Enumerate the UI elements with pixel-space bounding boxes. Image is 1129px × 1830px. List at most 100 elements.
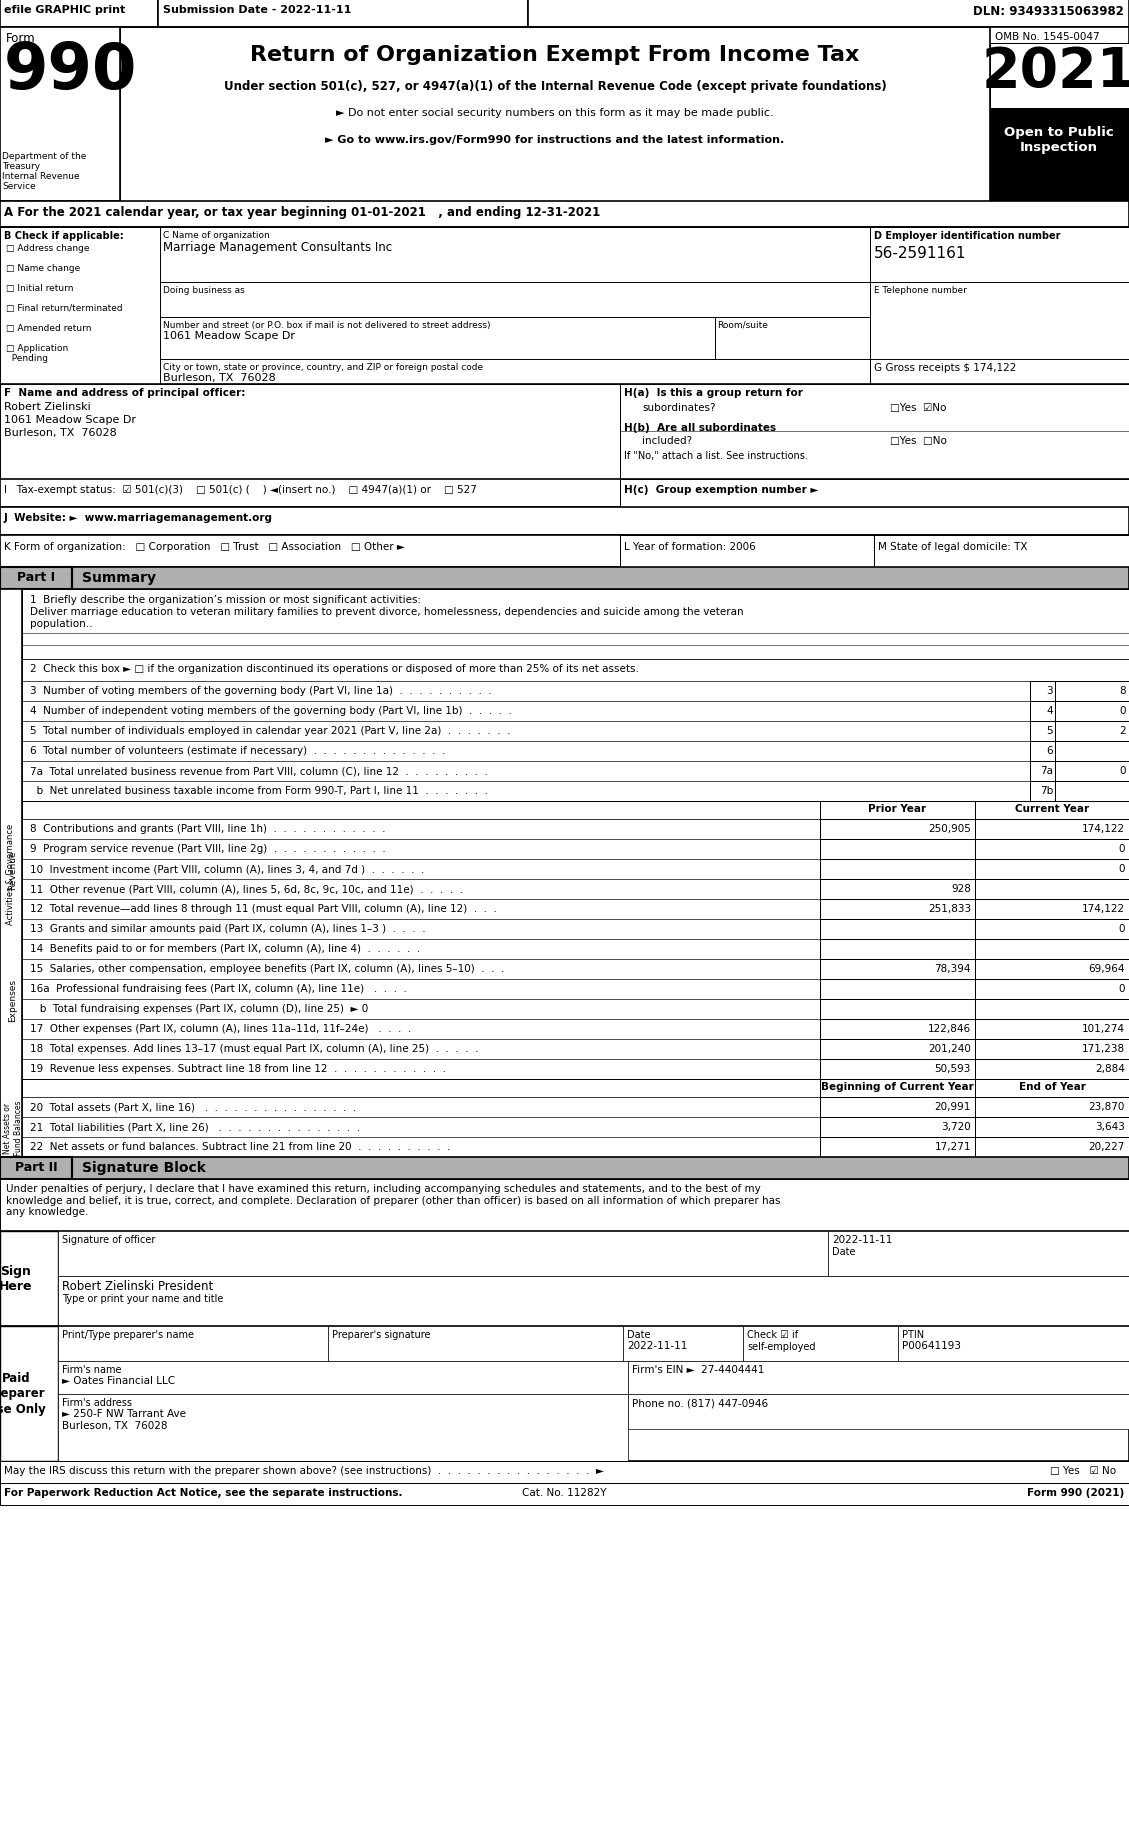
Bar (0, 1179, 1129, 1232)
Text: subordinates?: subordinates? (642, 403, 716, 414)
Text: P00641193: P00641193 (902, 1340, 961, 1351)
Bar (0, 201, 1129, 229)
Bar (975, 820, 1129, 840)
Text: efile GRAPHIC print: efile GRAPHIC print (5, 5, 125, 15)
Bar (0, 27, 120, 201)
Bar (820, 939, 975, 959)
Text: F  Name and address of principal officer:: F Name and address of principal officer: (5, 388, 245, 397)
Text: 6  Total number of volunteers (estimate if necessary)  .  .  .  .  .  .  .  .  .: 6 Total number of volunteers (estimate i… (30, 745, 445, 756)
Text: 251,833: 251,833 (928, 904, 971, 913)
Bar (975, 880, 1129, 900)
Bar (0, 0, 158, 27)
Bar (975, 1039, 1129, 1060)
Bar (820, 820, 975, 840)
Text: Firm's address: Firm's address (62, 1398, 132, 1407)
Text: K Form of organization:   □ Corporation   □ Trust   □ Association   □ Other ►: K Form of organization: □ Corporation □ … (5, 542, 405, 551)
Bar (0, 589, 1129, 659)
Text: Number and street (or P.O. box if mail is not delivered to street address): Number and street (or P.O. box if mail i… (163, 320, 490, 329)
Bar (21, 802, 1129, 820)
Bar (58, 1232, 1129, 1276)
Text: 2021: 2021 (982, 46, 1129, 99)
Bar (743, 1327, 898, 1362)
Bar (1030, 761, 1054, 781)
Text: 1061 Meadow Scape Dr: 1061 Meadow Scape Dr (163, 331, 295, 340)
Text: 6: 6 (1047, 745, 1053, 756)
Text: Marriage Management Consultants Inc: Marriage Management Consultants Inc (163, 242, 392, 254)
Bar (160, 229, 1129, 384)
Text: 69,964: 69,964 (1088, 963, 1124, 974)
Text: M State of legal domicile: TX: M State of legal domicile: TX (878, 542, 1027, 551)
Text: 20,991: 20,991 (935, 1102, 971, 1111)
Text: 9  Program service revenue (Part VIII, line 2g)  .  .  .  .  .  .  .  .  .  .  .: 9 Program service revenue (Part VIII, li… (30, 844, 386, 853)
Bar (329, 1327, 623, 1362)
Bar (975, 979, 1129, 999)
Text: □Yes  □No: □Yes □No (890, 436, 947, 447)
Bar (620, 384, 1129, 479)
Bar (820, 900, 975, 919)
Bar (975, 1080, 1129, 1098)
Bar (990, 110, 1129, 201)
Text: B Check if applicable:: B Check if applicable: (5, 231, 124, 242)
Bar (820, 860, 975, 880)
Text: H(c)  Group exemption number ►: H(c) Group exemption number ► (624, 485, 819, 494)
Bar (1054, 681, 1129, 701)
Bar (21, 979, 820, 999)
Text: OMB No. 1545-0047: OMB No. 1545-0047 (995, 31, 1100, 42)
Text: 13  Grants and similar amounts paid (Part IX, column (A), lines 1–3 )  .  .  .  : 13 Grants and similar amounts paid (Part… (30, 924, 426, 933)
Bar (820, 959, 975, 979)
Bar (0, 589, 21, 889)
Text: 0: 0 (1120, 706, 1126, 716)
Bar (623, 1327, 743, 1362)
Text: D Employer identification number: D Employer identification number (874, 231, 1060, 242)
Text: Beginning of Current Year: Beginning of Current Year (821, 1082, 973, 1091)
Bar (58, 1362, 628, 1394)
Bar (0, 1232, 1129, 1327)
Text: Firm's name: Firm's name (62, 1363, 122, 1374)
Bar (1030, 721, 1054, 741)
Text: Burleson, TX  76028: Burleson, TX 76028 (163, 373, 275, 382)
Text: □ Initial return: □ Initial return (6, 284, 73, 293)
Text: ► Do not enter social security numbers on this form as it may be made public.: ► Do not enter social security numbers o… (336, 108, 773, 117)
Bar (58, 1327, 329, 1362)
Text: Department of the: Department of the (2, 152, 87, 161)
Bar (21, 1118, 820, 1138)
Bar (975, 939, 1129, 959)
Text: b  Total fundraising expenses (Part IX, column (D), line 25)  ► 0: b Total fundraising expenses (Part IX, c… (30, 1003, 368, 1014)
Text: Treasury: Treasury (2, 161, 41, 170)
Text: 50,593: 50,593 (935, 1063, 971, 1074)
Bar (0, 1157, 72, 1179)
Bar (820, 1138, 975, 1157)
Text: Under section 501(c), 527, or 4947(a)(1) of the Internal Revenue Code (except pr: Under section 501(c), 527, or 4947(a)(1)… (224, 81, 886, 93)
Bar (21, 1080, 1129, 1098)
Text: H(b)  Are all subordinates: H(b) Are all subordinates (624, 423, 776, 432)
Bar (0, 507, 1129, 536)
Bar (0, 1482, 1129, 1506)
Text: 20  Total assets (Part X, line 16)   .  .  .  .  .  .  .  .  .  .  .  .  .  .  .: 20 Total assets (Part X, line 16) . . . … (30, 1102, 357, 1111)
Text: 2  Check this box ► □ if the organization discontinued its operations or dispose: 2 Check this box ► □ if the organization… (30, 664, 639, 673)
Bar (0, 27, 1129, 201)
Text: 16a  Professional fundraising fees (Part IX, column (A), line 11e)   .  .  .  .: 16a Professional fundraising fees (Part … (30, 983, 406, 994)
Text: 3: 3 (1047, 686, 1053, 695)
Text: Activities & Governance: Activities & Governance (7, 824, 16, 924)
Text: If "No," attach a list. See instructions.: If "No," attach a list. See instructions… (624, 450, 808, 461)
Text: 18  Total expenses. Add lines 13–17 (must equal Part IX, column (A), line 25)  .: 18 Total expenses. Add lines 13–17 (must… (30, 1043, 479, 1054)
Bar (1054, 781, 1129, 802)
Text: Net Assets or
Fund Balances: Net Assets or Fund Balances (3, 1100, 23, 1155)
Bar (21, 1060, 820, 1080)
Text: 4: 4 (1047, 706, 1053, 716)
Text: A For the 2021 calendar year, or tax year beginning 01-01-2021   , and ending 12: A For the 2021 calendar year, or tax yea… (5, 207, 601, 220)
Text: □ Address change: □ Address change (6, 243, 89, 253)
Text: Sign
Here: Sign Here (0, 1265, 33, 1292)
Bar (0, 1232, 58, 1327)
Text: 250,905: 250,905 (928, 824, 971, 833)
Text: Prior Year: Prior Year (868, 803, 926, 814)
Text: Signature Block: Signature Block (82, 1160, 205, 1175)
Bar (58, 1232, 828, 1276)
Text: Form: Form (6, 31, 36, 46)
Text: Revenue: Revenue (9, 849, 18, 889)
Bar (820, 1080, 975, 1098)
Text: Robert Zielinski: Robert Zielinski (5, 403, 90, 412)
Bar (975, 1138, 1129, 1157)
Bar (528, 0, 1129, 27)
Text: 15  Salaries, other compensation, employee benefits (Part IX, column (A), lines : 15 Salaries, other compensation, employe… (30, 963, 505, 974)
